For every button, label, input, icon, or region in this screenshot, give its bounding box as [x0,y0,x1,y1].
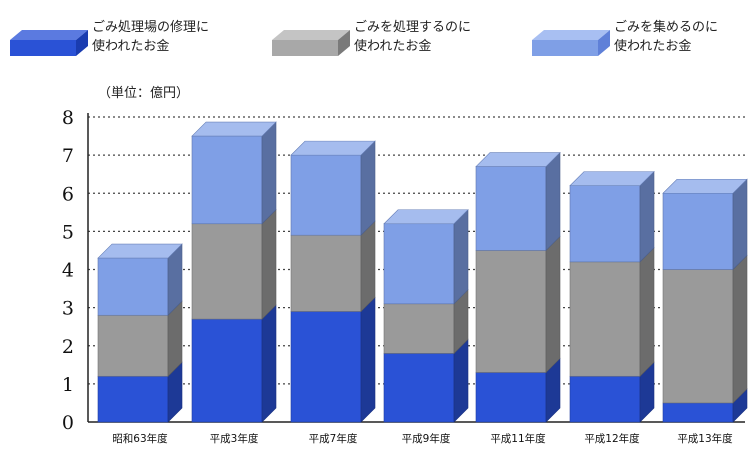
bar-segment-2-2 [290,140,376,236]
bar-segment-2-0 [290,296,376,423]
legend-swatch-processing [272,30,350,56]
legend-label-processing: ごみを処理するのに 使われたお金 [354,20,472,54]
category-labels: 昭和63年度 平成3年度 平成7年度 平成9年度 平成11年度 平成12年度 平成13年度 [112,432,733,445]
y-tick-label: 5 [62,221,74,243]
bar-segment-1-1 [191,209,277,320]
y-tick-label: 3 [62,298,74,320]
bar-segment-6-1 [662,254,748,404]
bar-segment-3-2 [383,209,469,305]
bar-segment-6-2 [662,178,748,271]
bar-segment-4-2 [475,151,561,252]
y-tick-label: 2 [62,336,74,358]
bar-segment-5-1 [569,247,655,377]
bar-segment-4-1 [475,235,561,374]
category-label: 平成11年度 [490,432,546,445]
y-tick-label: 0 [62,412,74,434]
category-label: 平成7年度 [309,432,358,445]
legend-swatch-collection [532,30,610,56]
y-tick-label: 7 [62,145,74,167]
legend-label-repair: ごみ処理場の修理に 使われたお金 [92,20,210,54]
bar-segment-3-0 [383,338,469,423]
category-label: 平成3年度 [210,432,259,445]
category-label: 昭和63年度 [112,432,168,445]
unit-label: （単位：億円） [98,86,190,101]
legend: ごみ処理場の修理に 使われたお金 ごみを処理するのに 使われたお金 ごみを集める… [0,0,749,80]
bar-segment-2-1 [290,220,376,313]
bar-segment-5-2 [569,170,655,263]
bar-segment-3-1 [383,289,469,355]
bar-segment-1-2 [191,121,277,225]
bar-segment-0-2 [97,243,183,316]
bar-segment-0-1 [97,300,183,377]
bar-segment-5-0 [569,361,655,423]
bar-segment-4-0 [475,357,561,423]
y-tick-label: 6 [62,183,74,205]
bar-segment-0-0 [97,361,183,423]
legend-label-collection: ごみを集めるのに 使われたお金 [614,20,719,54]
category-label: 平成13年度 [677,432,733,445]
y-tick-label: 8 [62,107,74,129]
legend-swatch-repair [10,30,88,56]
category-label: 平成9年度 [402,432,451,445]
category-label: 平成12年度 [584,432,640,445]
y-tick-label: 1 [62,374,74,396]
bars-layer [97,121,748,423]
y-tick-label: 4 [62,260,74,282]
bar-segment-1-0 [191,304,277,423]
bar-segment-6-0 [662,388,748,423]
